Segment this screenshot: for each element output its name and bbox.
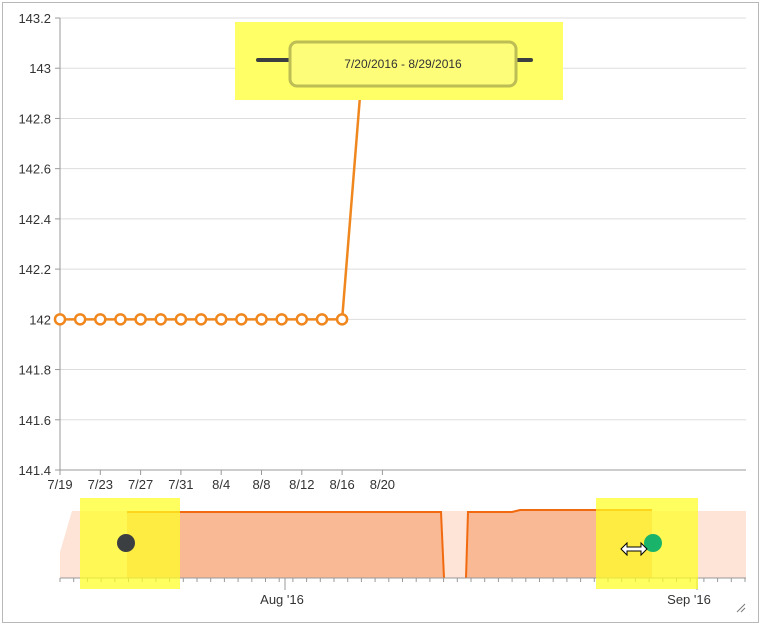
y-tick-label: 142.2 [18, 262, 51, 277]
data-point[interactable] [174, 313, 188, 326]
y-tick-label: 142.6 [18, 162, 51, 177]
right-range-handle[interactable] [644, 534, 662, 552]
x-tick-label: 7/31 [168, 477, 193, 492]
data-point[interactable] [134, 313, 147, 326]
data-point[interactable] [194, 313, 208, 326]
x-tick-label: 8/8 [252, 477, 270, 492]
x-tick-label: 8/12 [289, 477, 314, 492]
navigator-label-aug: Aug '16 [260, 592, 304, 607]
data-point[interactable] [255, 313, 268, 326]
navigator-label-sep: Sep '16 [667, 592, 711, 607]
left-range-handle[interactable] [117, 534, 135, 552]
y-tick-label: 141.8 [18, 363, 51, 378]
x-tick-label: 8/16 [329, 477, 354, 492]
data-point[interactable] [114, 313, 127, 326]
y-tick-label: 142 [29, 312, 51, 327]
data-point[interactable] [94, 313, 107, 326]
data-point[interactable] [315, 313, 329, 326]
x-tick-label: 8/20 [370, 477, 395, 492]
y-tick-label: 142.8 [18, 111, 51, 126]
resize-cursor-icon [620, 541, 648, 557]
y-tick-label: 143.2 [18, 11, 51, 26]
x-tick-label: 7/27 [128, 477, 153, 492]
data-point[interactable] [335, 313, 349, 326]
data-point[interactable] [53, 313, 67, 326]
range-label-group: 7/20/2016 - 8/29/2016 [235, 22, 563, 100]
data-point[interactable] [154, 313, 167, 326]
x-tick-label: 8/4 [212, 477, 230, 492]
range-label-box[interactable] [288, 40, 518, 88]
resize-grip-icon[interactable] [736, 603, 746, 613]
data-point[interactable] [275, 313, 288, 326]
x-tick-label: 7/19 [47, 477, 72, 492]
y-tick-label: 143 [29, 61, 51, 76]
navigator-line-left [127, 511, 445, 579]
y-tick-label: 141.4 [18, 463, 51, 478]
y-tick-label: 141.6 [18, 413, 51, 428]
data-point[interactable] [235, 313, 248, 326]
navigator: Aug '16 Sep '16 [59, 498, 746, 613]
range-label-text: 7/20/2016 - 8/29/2016 [344, 57, 462, 71]
y-tick-label: 142.4 [18, 212, 51, 227]
data-point[interactable] [295, 313, 309, 326]
data-point[interactable] [214, 313, 228, 326]
data-point[interactable] [73, 313, 87, 326]
y-axis-labels: 141.4 141.6 141.8 142 142.2 142.4 142.6 142.8 14… [18, 11, 51, 478]
navigator-area-left [127, 512, 444, 578]
navigator-line-right [465, 509, 652, 579]
x-axis-labels: 7/19 7/23 7/27 7/31 8/4 8/8 8/12 8/16 8/20 [47, 470, 395, 492]
x-tick-label: 7/23 [88, 477, 113, 492]
